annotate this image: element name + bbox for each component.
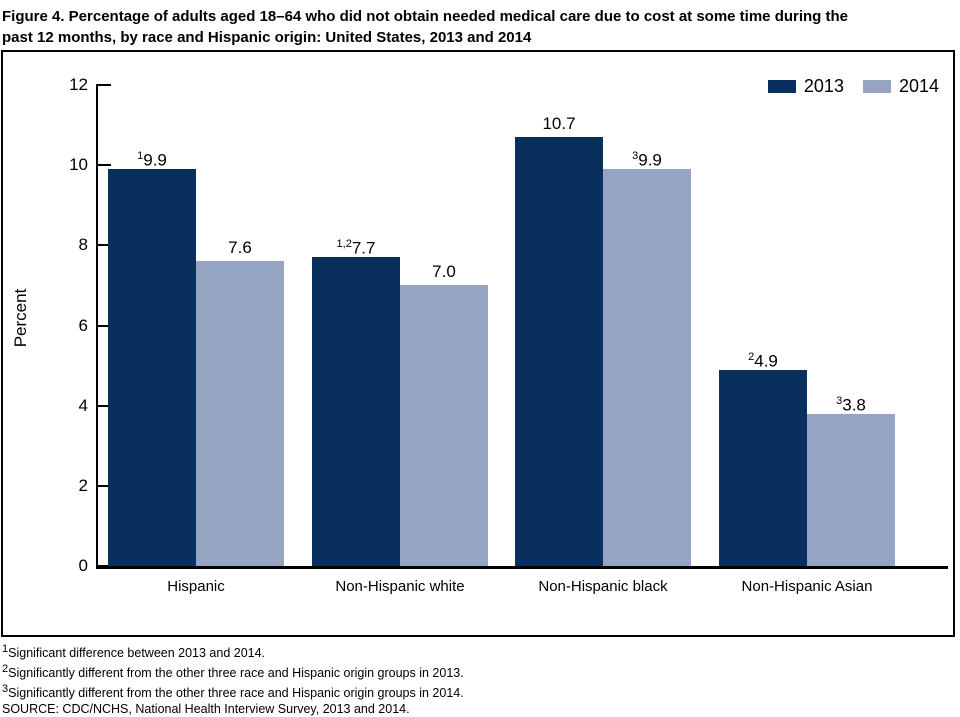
footnote-1-text: Significant difference between 2013 and … <box>8 646 266 661</box>
chart-frame: 0 2 4 6 8 10 12 19.9 7.6 Hispanic 1,27.7 7.0 Non-His… <box>1 50 955 637</box>
y-tick-label-2: 2 <box>78 476 88 495</box>
y-tick-mark-8 <box>96 244 111 246</box>
footnote-3-sup: 3 <box>2 683 9 696</box>
bar-value-label-2014-3: 39.9 <box>632 150 662 170</box>
category-label-2: Non-Hispanic white <box>335 578 465 595</box>
bar-value-label-2014-2: 7.0 <box>432 262 456 281</box>
category-label-3: Non-Hispanic black <box>538 578 668 595</box>
footnote-1-sup: 1 <box>2 643 9 655</box>
legend-entry-2013: 2013 <box>767 76 844 97</box>
plot-area: 0 2 4 6 8 10 12 19.9 7.6 Hispanic 1,27.7 7.0 Non-His… <box>3 52 953 635</box>
legend: 2013 2014 <box>767 76 939 97</box>
y-tick-mark-4 <box>96 405 111 407</box>
footnote-1: 1Significant difference between 2013 and… <box>2 641 464 661</box>
bar-2013-2 <box>312 257 400 566</box>
footnote-3: 3Significantly different from the other … <box>2 681 464 701</box>
y-tick-label-6: 6 <box>78 316 88 335</box>
footnote-source: SOURCE: CDC/NCHS, National Health Interv… <box>2 701 464 717</box>
bar-2014-1 <box>196 261 284 566</box>
y-tick-mark-10 <box>96 164 111 166</box>
category-label-1: Hispanic <box>167 578 225 595</box>
figure-title: Figure 4. Percentage of adults aged 18–6… <box>2 6 952 48</box>
bar-2013-1 <box>108 169 196 566</box>
legend-label-2013: 2013 <box>803 76 844 96</box>
footnote-3-text: Significantly different from the other t… <box>8 686 464 701</box>
bar-2014-2 <box>400 285 488 566</box>
bar-value-label-2013-2: 1,27.7 <box>336 238 376 258</box>
bar-value-label-2013-1: 19.9 <box>137 150 167 170</box>
bar-value-label-2013-4: 24.9 <box>748 351 778 371</box>
figure-title-line2: past 12 months, by race and Hispanic ori… <box>2 29 532 46</box>
y-tick-label-4: 4 <box>78 396 88 415</box>
y-axis-line <box>96 85 98 569</box>
bar-2013-4 <box>719 370 807 566</box>
y-axis-title: Percent <box>11 288 30 348</box>
category-label-4: Non-Hispanic Asian <box>741 578 873 595</box>
x-axis-baseline <box>96 566 948 569</box>
legend-swatch-2014 <box>862 80 891 93</box>
y-tick-label-10: 10 <box>69 155 88 174</box>
footnote-source-text: SOURCE: CDC/NCHS, National Health Interv… <box>2 702 410 717</box>
y-tick-mark-12 <box>96 84 111 86</box>
footnote-2-sup: 2 <box>2 663 9 676</box>
bar-2014-3 <box>603 169 691 566</box>
bar-value-label-2014-1: 7.6 <box>228 238 252 257</box>
footnote-2: 2Significantly different from the other … <box>2 661 464 681</box>
figure-title-line1: Figure 4. Percentage of adults aged 18–6… <box>2 8 849 25</box>
footnote-2-text: Significantly different from the other t… <box>8 666 464 681</box>
y-tick-mark-2 <box>96 485 111 487</box>
legend-label-2014: 2014 <box>898 76 939 96</box>
legend-swatch-2013 <box>767 80 796 93</box>
bar-value-label-2014-4: 33.8 <box>836 395 866 415</box>
bar-2013-3 <box>515 137 603 566</box>
y-tick-mark-0 <box>96 565 111 567</box>
legend-entry-2014: 2014 <box>862 76 939 97</box>
bar-value-label-2013-3: 10.7 <box>542 114 576 133</box>
y-tick-label-12: 12 <box>69 75 88 94</box>
bar-2014-4 <box>807 414 895 566</box>
y-tick-mark-6 <box>96 325 111 327</box>
y-tick-label-8: 8 <box>78 235 88 254</box>
footnotes: 1Significant difference between 2013 and… <box>2 641 464 717</box>
y-tick-label-0: 0 <box>78 556 88 575</box>
